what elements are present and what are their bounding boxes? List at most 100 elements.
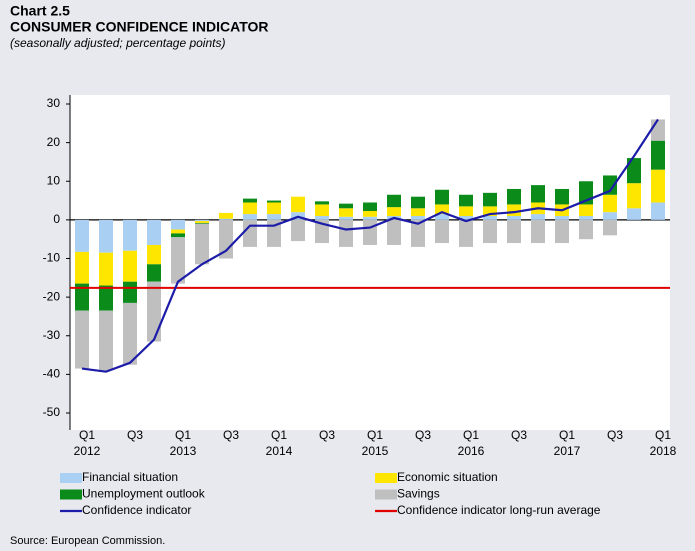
bar-segment [75, 219, 89, 252]
x-tick-label: Q1 [655, 428, 671, 442]
bar-segment [123, 281, 137, 303]
bar-segment [171, 229, 185, 234]
x-year-label: 2017 [554, 444, 581, 458]
chart-subtitle: (seasonally adjusted; percentage points) [10, 36, 225, 50]
bar-segment [147, 244, 161, 265]
x-tick-label: Q1 [559, 428, 575, 442]
legend-swatch [375, 473, 397, 483]
bar-segment [147, 219, 161, 245]
y-tick-label: 30 [47, 96, 61, 110]
bar-segment [339, 216, 353, 220]
legend-swatch [60, 489, 82, 500]
bar-segment [99, 252, 113, 286]
legend-label: Financial situation [82, 470, 178, 484]
x-year-label: 2014 [266, 444, 293, 458]
bar-segment [363, 219, 377, 245]
bar-segment [387, 194, 401, 208]
source: Source: European Commission. [10, 535, 165, 547]
bar-segment [75, 310, 89, 369]
legend-label: Confidence indicator long-run average [397, 503, 601, 517]
bar-segment [651, 169, 665, 203]
bar-segment [315, 204, 329, 217]
bar-segment [339, 219, 353, 247]
bar-segment [363, 210, 377, 217]
legend-label: Economic situation [397, 470, 498, 484]
x-tick-label: Q3 [127, 428, 143, 442]
plot-area [70, 95, 670, 430]
x-tick-label: Q1 [271, 428, 287, 442]
bar-segment [435, 219, 449, 244]
bar-segment [75, 283, 89, 311]
bar-segment [507, 204, 521, 217]
x-year-label: 2016 [458, 444, 485, 458]
bar-segment [195, 221, 209, 223]
bar-segment [387, 207, 401, 217]
y-tick-label: -30 [43, 328, 61, 342]
bar-segment [411, 196, 425, 209]
bar-segment [459, 219, 473, 247]
bar-segment [531, 214, 545, 220]
legend-swatch [60, 473, 82, 483]
bar-segment [99, 310, 113, 371]
bar-segment [243, 202, 257, 215]
bar-segment [267, 214, 281, 220]
bar-segment [387, 219, 401, 245]
bar-segment [411, 216, 425, 220]
bar-segment [555, 219, 569, 244]
bar-segment [339, 203, 353, 209]
y-tick-label: 20 [47, 135, 61, 149]
x-tick-label: Q3 [607, 428, 623, 442]
bar-segment [123, 250, 137, 282]
x-year-label: 2013 [170, 444, 197, 458]
legend-label: Savings [397, 487, 440, 501]
bar-segment [219, 219, 233, 259]
bar-segment [99, 285, 113, 311]
bar-segment [651, 140, 665, 170]
x-tick-label: Q3 [511, 428, 527, 442]
bar-segment [195, 219, 209, 222]
bar-segment [627, 208, 641, 220]
bar-segment [291, 219, 305, 242]
bar-segment [507, 188, 521, 205]
x-year-label: 2015 [362, 444, 389, 458]
bar-segment [195, 222, 209, 224]
x-tick-label: Q1 [79, 428, 95, 442]
y-tick-label: -40 [43, 367, 61, 381]
legend-swatch [375, 489, 397, 500]
bar-segment [315, 201, 329, 205]
bar-segment [483, 216, 497, 220]
bar-segment [315, 216, 329, 220]
bar-segment [267, 202, 281, 215]
bar-segment [123, 302, 137, 365]
chart-label: Chart 2.5 [10, 3, 70, 19]
y-tick-label: -20 [43, 289, 61, 303]
bar-segment [603, 194, 617, 213]
x-tick-label: Q3 [319, 428, 335, 442]
bar-segment [603, 219, 617, 236]
bar-segment [627, 158, 641, 184]
bar-segment [435, 189, 449, 205]
bar-segment [147, 281, 161, 342]
bar-segment [603, 212, 617, 220]
y-tick-label: -50 [43, 405, 61, 419]
x-tick-label: Q3 [415, 428, 431, 442]
bar-segment [99, 219, 113, 253]
bar-segment [603, 175, 617, 195]
bar-segment [555, 188, 569, 205]
bar-segment [339, 208, 353, 217]
x-tick-label: Q3 [223, 428, 239, 442]
y-tick-label: -10 [43, 251, 61, 265]
y-tick-label: 0 [53, 212, 60, 226]
x-year-label: 2012 [74, 444, 101, 458]
bar-segment [555, 216, 569, 220]
bar-segment [411, 219, 425, 247]
bar-segment [171, 233, 185, 238]
x-tick-label: Q1 [175, 428, 191, 442]
bar-segment [651, 119, 665, 141]
bar-segment [435, 204, 449, 215]
bar-segment [579, 216, 593, 220]
bar-segment [219, 218, 233, 220]
bar-segment [627, 183, 641, 209]
bar-segment [291, 196, 305, 213]
